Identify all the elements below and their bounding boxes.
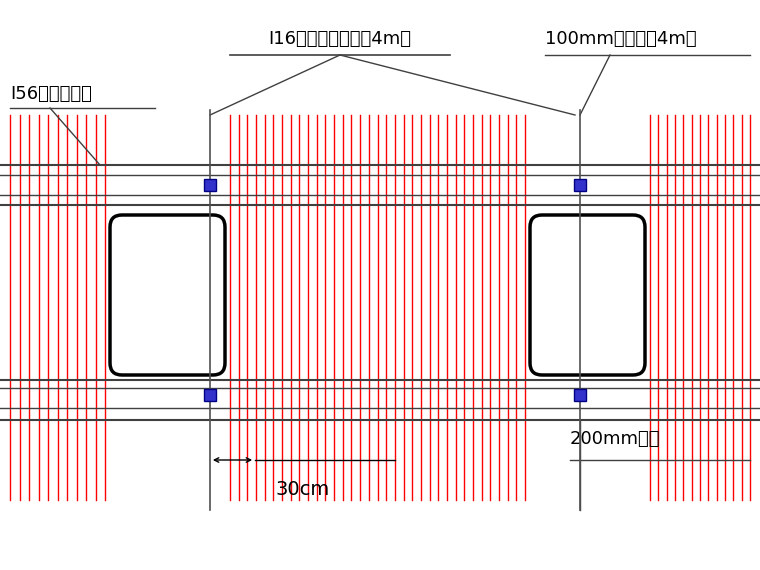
FancyBboxPatch shape <box>110 215 225 375</box>
Text: I56工字钓主梁: I56工字钓主梁 <box>10 85 92 103</box>
Bar <box>204 389 216 401</box>
Bar <box>574 179 586 191</box>
Text: 200mm沙筱: 200mm沙筱 <box>570 430 660 448</box>
FancyBboxPatch shape <box>530 215 645 375</box>
Text: 100mm穿心棒（4m）: 100mm穿心棒（4m） <box>545 30 697 48</box>
Bar <box>574 389 586 401</box>
Bar <box>204 179 216 191</box>
Text: 30cm: 30cm <box>275 480 330 499</box>
Text: I16工字钓分配梁（4m）: I16工字钓分配梁（4m） <box>268 30 411 48</box>
